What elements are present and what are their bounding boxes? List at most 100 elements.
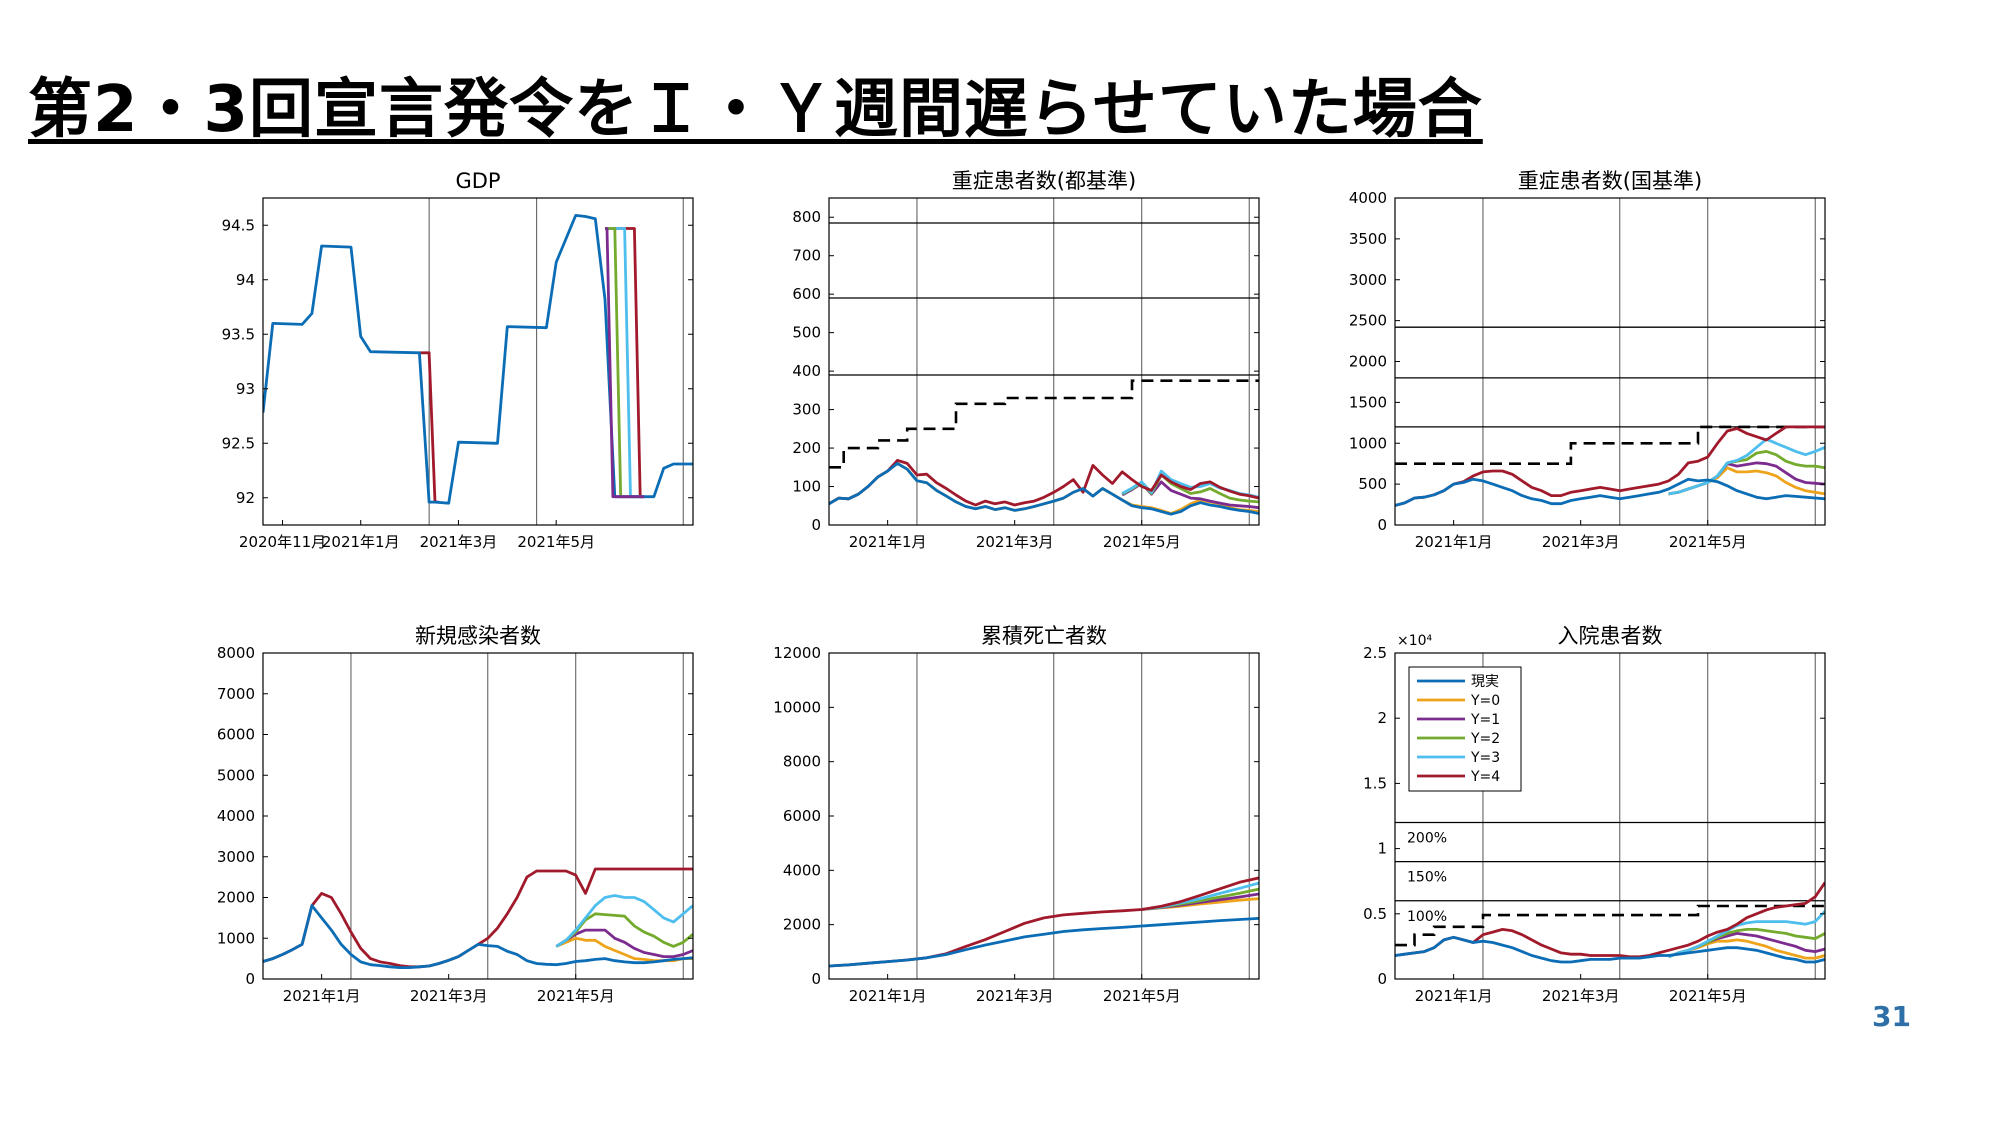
legend-label: Y=1 (1470, 712, 1500, 728)
x-tick-label: 2021年3月 (1542, 533, 1620, 551)
x-tick-label: 2021年3月 (1542, 987, 1620, 1005)
y-tick-label: 1 (1377, 840, 1387, 858)
y-tick-label: 4000 (217, 807, 255, 825)
legend-label: Y=0 (1470, 693, 1500, 709)
y-tick-label: 3000 (217, 848, 255, 866)
x-tick-label: 2021年5月 (1669, 987, 1747, 1005)
legend-label: Y=4 (1470, 769, 1500, 785)
y-tick-label: 0 (811, 516, 821, 534)
x-tick-label: 2021年5月 (517, 533, 595, 551)
x-tick-label: 2021年3月 (976, 987, 1054, 1005)
threshold-step-line (1395, 904, 1825, 947)
chart-title: 新規感染者数 (415, 624, 541, 648)
plot-frame (1394, 197, 1826, 526)
y-tick-label: 2.5 (1363, 644, 1387, 662)
x-tick-label: 2021年3月 (410, 987, 488, 1005)
series-line-real (829, 462, 1259, 516)
y-tick-label: 92 (236, 489, 255, 507)
y-tick-label: 1000 (1349, 434, 1387, 452)
series-line-real (263, 904, 693, 969)
y-exponent-label: ×10⁴ (1397, 633, 1433, 649)
y-tick-label: 92.5 (222, 434, 255, 452)
y-tick-label: 0 (811, 970, 821, 988)
plot-frame (1394, 652, 1826, 980)
chart-title: GDP (455, 169, 500, 193)
x-tick-label: 2021年3月 (976, 533, 1054, 551)
chart-5: 累積死亡者数 0 2000 4000 6000 8000 10000 12000 2021年1月… (773, 624, 1260, 1005)
series-line-Y1 (605, 227, 645, 499)
series-line-real (1395, 477, 1825, 507)
chart-title: 重症患者数(国基準) (1518, 169, 1702, 193)
series-line-Y4 (829, 459, 1259, 507)
x-tick-label: 2021年1月 (849, 533, 927, 551)
legend-label: 現実 (1471, 674, 1499, 690)
y-tick-label: 94.5 (222, 216, 255, 234)
y-tick-label: 2000 (217, 889, 255, 907)
plot-frame (262, 197, 694, 526)
y-tick-label: 7000 (217, 685, 255, 703)
series-line-Y4 (1395, 425, 1825, 507)
y-tick-label: 0 (1377, 970, 1387, 988)
y-tick-label: 12000 (773, 644, 821, 662)
x-tick-label: 2021年5月 (1103, 987, 1181, 1005)
x-tick-label: 2021年1月 (322, 533, 400, 551)
capacity-label: 100% (1407, 909, 1447, 925)
series-line-Y4 (263, 867, 693, 969)
series-line-real (1395, 935, 1825, 964)
capacity-label: 200% (1407, 831, 1447, 847)
y-tick-label: 700 (792, 247, 821, 265)
page-number: 31 (1872, 1000, 1911, 1033)
y-tick-label: 94 (236, 271, 255, 289)
x-tick-label: 2021年5月 (1103, 533, 1181, 551)
y-tick-label: 4000 (783, 861, 821, 879)
y-tick-label: 6000 (783, 807, 821, 825)
y-tick-label: 2500 (1349, 312, 1387, 330)
y-tick-label: 3000 (1349, 271, 1387, 289)
chart-3: 重症患者数(国基準) 0 500 1000 1500 2000 2500 3000 3500 40… (1349, 169, 1826, 551)
y-tick-label: 0.5 (1363, 905, 1387, 923)
threshold-step-line (829, 379, 1259, 469)
y-tick-label: 10000 (773, 698, 821, 716)
y-tick-label: 2000 (783, 916, 821, 934)
x-tick-label: 2021年5月 (537, 987, 615, 1005)
x-tick-label: 2021年1月 (1415, 533, 1493, 551)
x-tick-label: 2020年11月 (239, 533, 326, 551)
y-tick-label: 500 (792, 324, 821, 342)
chart-title: 入院患者数 (1558, 624, 1663, 648)
slide-title: 第2・3回宣言発令をＩ・Ｙ週間遅らせていた場合 (28, 73, 1483, 147)
plot-frame (828, 197, 1260, 526)
y-tick-label: 500 (1358, 475, 1387, 493)
series-line-real (829, 917, 1259, 968)
y-tick-label: 800 (792, 208, 821, 226)
legend-label: Y=3 (1470, 750, 1500, 766)
series-line-Y1 (555, 928, 693, 958)
y-tick-label: 4000 (1349, 189, 1387, 207)
chart-4: 新規感染者数 0 1000 2000 3000 4000 5000 6000 7000 8000 2… (217, 624, 694, 1005)
legend: 現実 Y=0 Y=1 Y=2 Y=3 Y=4 (1408, 666, 1522, 792)
series-line-Y3 (1668, 910, 1825, 959)
x-tick-label: 2021年3月 (420, 533, 498, 551)
series-line-Y3 (1668, 437, 1825, 496)
chart-2: 重症患者数(都基準) 0 100 200 300 400 500 600 700 800 2021年… (792, 169, 1260, 551)
y-tick-label: 6000 (217, 726, 255, 744)
chart-title: 重症患者数(都基準) (952, 169, 1136, 193)
x-tick-label: 2021年1月 (283, 987, 361, 1005)
y-tick-label: 5000 (217, 766, 255, 784)
y-tick-label: 0 (1377, 516, 1387, 534)
chart-6: 入院患者数 100% 150% 200% 0 0.5 1 1.5 2 2.5 2021年1月 2021… (1363, 624, 1826, 1005)
legend-label: Y=2 (1470, 731, 1500, 747)
capacity-label: 150% (1407, 870, 1447, 886)
y-tick-label: 300 (792, 401, 821, 419)
chart-title: 累積死亡者数 (981, 624, 1107, 648)
y-tick-label: 100 (792, 478, 821, 496)
y-tick-label: 2000 (1349, 353, 1387, 371)
y-tick-label: 1500 (1349, 393, 1387, 411)
x-tick-label: 2021年1月 (1415, 987, 1493, 1005)
y-tick-label: 2 (1377, 709, 1387, 727)
y-tick-label: 8000 (217, 644, 255, 662)
x-tick-label: 2021年5月 (1669, 533, 1747, 551)
y-tick-label: 400 (792, 362, 821, 380)
plot-frame (262, 652, 694, 980)
